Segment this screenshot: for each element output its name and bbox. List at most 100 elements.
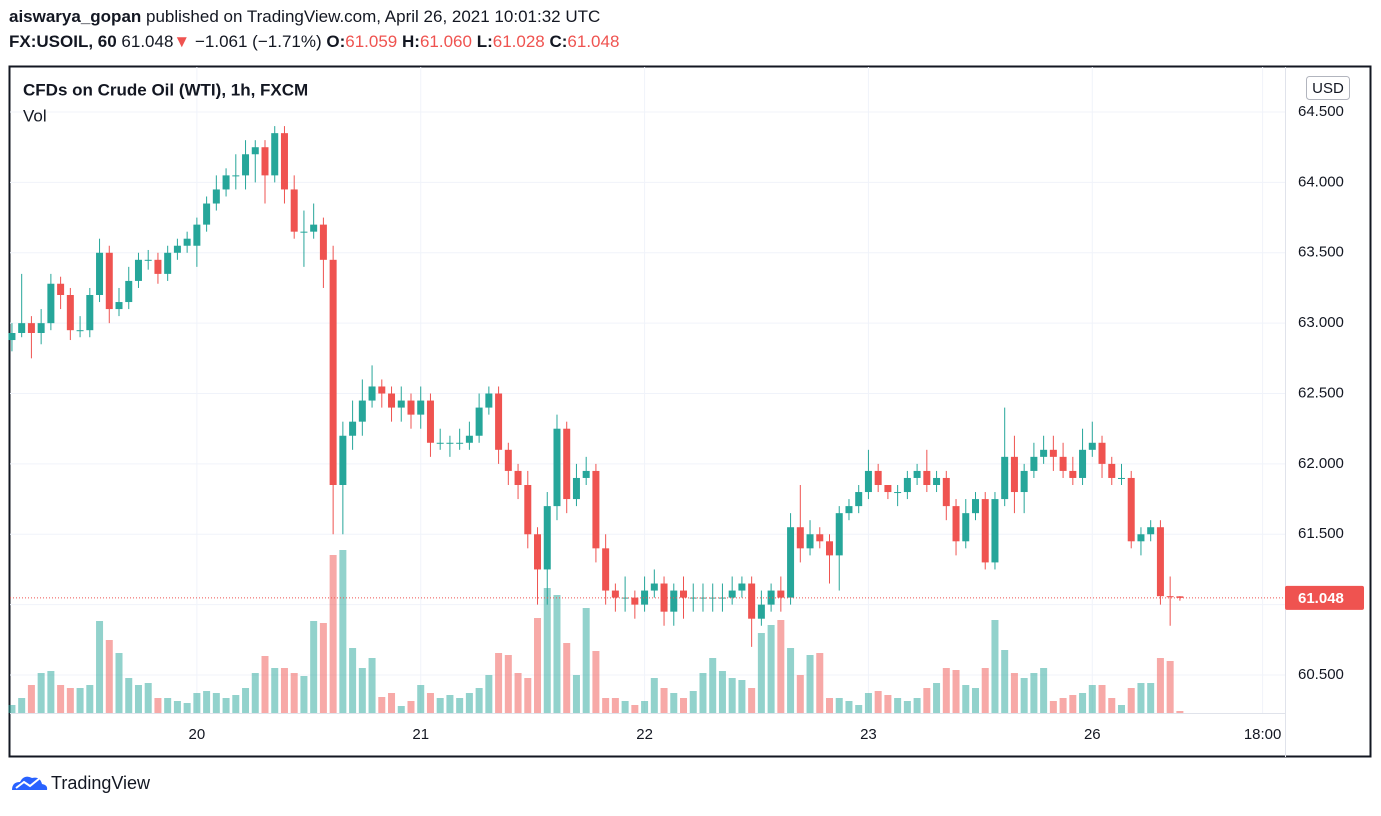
candle-body — [816, 534, 824, 542]
candle-body — [1166, 596, 1174, 598]
candle-body — [397, 400, 405, 408]
o-label: O: — [326, 32, 345, 51]
candle-body — [864, 470, 872, 493]
candle-body — [689, 597, 697, 599]
y-tick-label: 61.500 — [1298, 525, 1344, 542]
volume-bar — [1059, 698, 1067, 713]
candle-body — [183, 238, 191, 246]
volume-bar — [242, 688, 250, 713]
candle-body — [261, 147, 269, 176]
volume-bar — [631, 705, 639, 713]
candle-body — [504, 449, 512, 471]
y-tick-label: 64.500 — [1298, 103, 1344, 120]
candle-body — [310, 224, 318, 232]
volume-bar — [1147, 683, 1155, 713]
candle-body — [738, 583, 746, 591]
volume-bar — [1049, 701, 1057, 713]
volume-bar — [164, 698, 172, 713]
volume-bar — [602, 698, 610, 713]
volume-bar — [212, 693, 220, 713]
candle-body — [534, 534, 542, 570]
candle-body — [329, 259, 337, 485]
volume-bar — [193, 693, 201, 713]
candle-body — [1127, 477, 1135, 542]
volume-bar — [203, 691, 211, 713]
candle-body — [1001, 456, 1009, 500]
candle-body — [203, 203, 211, 225]
volume-bar — [787, 648, 795, 713]
candle-body — [18, 323, 26, 333]
volume-bar — [582, 608, 590, 713]
volume-bar — [709, 658, 717, 713]
volume-bar — [329, 555, 337, 713]
volume-bar — [76, 688, 84, 713]
candle-body — [66, 295, 74, 331]
volume-bar — [183, 703, 191, 713]
user: aiswarya_gopan — [9, 7, 141, 26]
volume-bar — [475, 688, 483, 713]
volume-bar — [592, 651, 600, 713]
volume-bar — [611, 698, 619, 713]
candle-body — [378, 386, 386, 394]
volume-bar — [845, 701, 853, 713]
candle-body — [1010, 456, 1018, 493]
candle-body — [290, 189, 298, 232]
candle-body — [572, 477, 580, 500]
quote-line: FX:USOIL, 60 61.048▼ −1.061 (−1.71%) O:6… — [9, 32, 619, 51]
volume-bar — [1166, 661, 1174, 713]
candle-body — [368, 386, 376, 401]
candle-body — [105, 252, 113, 310]
volume-bar — [1108, 698, 1116, 713]
volume-bar — [18, 698, 26, 713]
volume-bar — [524, 678, 532, 713]
candle-body — [436, 442, 444, 444]
volume-bar — [728, 678, 736, 713]
volume-bar — [534, 618, 542, 713]
candle-body — [641, 590, 649, 605]
volume-bar — [339, 550, 347, 713]
candle-body — [1088, 442, 1096, 450]
y-tick-label: 62.000 — [1298, 455, 1344, 472]
volume-bar — [1137, 683, 1145, 713]
candle-body — [582, 470, 590, 478]
brand-logo — [12, 776, 48, 790]
candle-body — [787, 527, 795, 598]
candle-body — [164, 252, 172, 274]
candle-body — [319, 224, 327, 260]
candle-body — [553, 428, 561, 507]
volume-bar — [300, 676, 308, 713]
candle-body — [670, 590, 678, 612]
volume-bar — [251, 673, 259, 713]
candle-body — [271, 133, 279, 176]
header-line: aiswarya_gopan published on TradingView.… — [9, 7, 600, 26]
volume-bar — [1020, 678, 1028, 713]
candle-body — [884, 485, 892, 493]
candle-body — [154, 259, 162, 274]
x-tick-label: 22 — [636, 726, 653, 743]
volume-bar — [349, 648, 357, 713]
candle-body — [991, 499, 999, 563]
l-value: 61.028 — [493, 32, 545, 51]
candle-body — [728, 590, 736, 598]
candle-body — [115, 302, 123, 310]
candle-body — [193, 224, 201, 246]
volume-bar — [680, 698, 688, 713]
candle-body — [913, 470, 921, 478]
candle-body — [349, 421, 357, 436]
candle-body — [1098, 442, 1106, 464]
candle-body — [1156, 527, 1164, 597]
volume-bar — [777, 620, 785, 713]
volume-bar — [154, 698, 162, 713]
volume-bar — [933, 683, 941, 713]
chart-frame — [8, 65, 1372, 758]
volume-label: Vol — [23, 106, 47, 125]
candle-body — [125, 280, 133, 303]
candle-body — [933, 477, 941, 485]
x-tick-label: 20 — [189, 726, 206, 743]
volume-bar — [1088, 685, 1096, 713]
y-tick-label: 62.500 — [1298, 384, 1344, 401]
volume-bar — [358, 668, 366, 713]
change: −1.061 (−1.71%) — [195, 32, 322, 51]
